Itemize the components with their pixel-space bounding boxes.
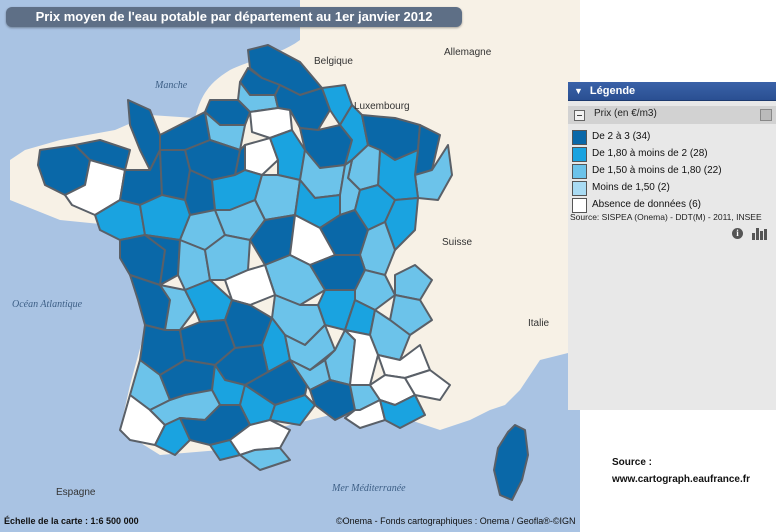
dept-corse[interactable] [493, 424, 529, 501]
legend-swatch [572, 198, 587, 213]
source-label: Source : [612, 457, 653, 468]
legend-item-label: De 1,50 à moins de 1,80 (22) [592, 165, 722, 176]
label-allemagne: Allemagne [444, 47, 492, 58]
label-belgique: Belgique [314, 56, 353, 67]
legend-swatch [572, 130, 587, 145]
dept-var[interactable] [379, 394, 426, 429]
legend-item-label: De 2 à 3 (34) [592, 131, 651, 142]
map-canvas[interactable]: Prix moyen de l'eau potable par départem… [0, 0, 580, 532]
map-copyright: ©Onema - Fonds cartographiques : Onema /… [336, 516, 576, 526]
dept-savoie[interactable] [389, 294, 433, 336]
layer-toggle-icon[interactable] [574, 110, 585, 121]
legend-layer-label: Prix (en €/m3) [594, 108, 657, 119]
dept-pyr-orientales[interactable] [239, 447, 291, 471]
collapse-triangle-icon[interactable]: ▼ [574, 86, 583, 96]
dept-deux-sevres[interactable] [144, 234, 181, 286]
map-scale: Échelle de la carte : 1:6 500 000 [4, 516, 139, 526]
legend-swatch [572, 181, 587, 196]
bar-chart-icon[interactable] [752, 228, 768, 240]
legend-swatch [572, 164, 587, 179]
label-manche: Manche [155, 80, 188, 91]
source-url[interactable]: www.cartograph.eaufrance.fr [612, 474, 750, 485]
legend-layer-row[interactable]: Prix (en €/m3) [568, 106, 776, 124]
dept-hautes-pyrenees[interactable] [154, 417, 191, 456]
dept-alpes-maritimes[interactable] [404, 369, 451, 401]
dept-herault[interactable] [269, 394, 316, 426]
legend-swatch [572, 147, 587, 162]
dept-lozere[interactable] [289, 359, 331, 391]
map-title: Prix moyen de l'eau potable par départem… [6, 7, 462, 27]
legend-header[interactable]: ▼ Légende [568, 82, 776, 101]
dept-gard[interactable] [309, 379, 356, 421]
legend-item-label: De 1,80 à moins de 2 (28) [592, 148, 708, 159]
legend-item-label: Moins de 1,50 (2) [592, 182, 670, 193]
dept-eure[interactable] [204, 111, 246, 151]
dept-cotes-armor[interactable] [74, 139, 131, 171]
layer-options-icon[interactable] [760, 109, 772, 121]
info-icon[interactable]: i [732, 228, 743, 239]
label-luxembourg: Luxembourg [354, 101, 410, 112]
dept-seine-marne[interactable] [269, 129, 306, 181]
legend-source: Source: SISPEA (Onema) - DDT(M) - 2011, … [570, 212, 762, 222]
dept-haute-savoie[interactable] [394, 264, 433, 301]
label-ocean: Océan Atlantique [12, 299, 83, 310]
legend-panel: ▼ Légende Prix (en €/m3) De 2 à 3 (34) De… [568, 82, 776, 410]
legend-header-label: Légende [589, 85, 636, 97]
map-svg[interactable] [0, 0, 580, 532]
legend-item-label: Absence de données (6) [592, 199, 701, 210]
label-espagne: Espagne [56, 487, 96, 498]
label-italie: Italie [528, 318, 550, 329]
label-mer: Mer Méditerranée [332, 483, 406, 494]
label-suisse: Suisse [442, 237, 473, 248]
dept-haute-vienne[interactable] [184, 279, 233, 323]
